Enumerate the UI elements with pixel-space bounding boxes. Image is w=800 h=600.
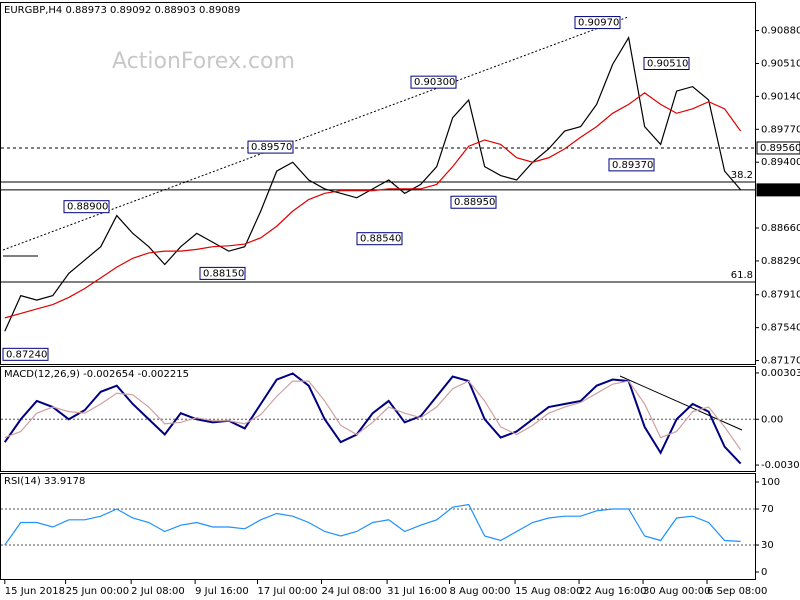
y-tick-label: 0 xyxy=(761,567,767,578)
annotation-label: 0.87240 xyxy=(6,349,47,360)
series-line xyxy=(4,92,742,319)
watermark: ActionForex.com xyxy=(112,49,295,74)
annotation-label: 0.90300 xyxy=(414,77,455,88)
x-tick-label: 9 Jul 16:00 xyxy=(195,586,249,597)
y-tick-label: 0.88290 xyxy=(761,256,800,267)
series-line xyxy=(4,36,742,332)
annotation-box xyxy=(356,232,403,246)
x-tick-label: 24 Jul 08:00 xyxy=(322,586,382,597)
y-tick-label: 0.00 xyxy=(761,414,783,425)
x-tick-label: 15 Jun 2018 xyxy=(5,586,65,597)
y-tick-label: 0.90880 xyxy=(761,26,800,37)
series-line xyxy=(3,372,742,465)
x-tick-label: 8 Aug 00:00 xyxy=(449,586,510,597)
price-box xyxy=(756,183,800,197)
annotation-box xyxy=(450,195,497,209)
annotation-box xyxy=(608,158,655,172)
x-tick-label: 17 Jul 00:00 xyxy=(258,586,318,597)
series-line xyxy=(4,503,741,546)
annotation-label: 0.88150 xyxy=(203,268,244,279)
panel-frame xyxy=(0,2,756,365)
y-tick-label: 0.89400 xyxy=(761,157,800,168)
annotation-label: 0.89570 xyxy=(251,142,292,153)
y-tick-label: 0.87170 xyxy=(761,356,800,367)
x-tick-label: 2 Jul 08:00 xyxy=(131,586,185,597)
annotation-box xyxy=(247,140,294,154)
x-tick-label: 31 Jul 16:00 xyxy=(387,586,447,597)
annotation-box xyxy=(410,75,457,89)
annotation-box xyxy=(2,347,49,361)
series-line xyxy=(4,380,742,451)
y-tick-label: -0.003001 xyxy=(761,460,800,471)
y-tick-label: 30 xyxy=(761,540,774,551)
x-tick-label: 6 Sep 08:00 xyxy=(707,586,767,597)
annotation-box xyxy=(199,266,246,280)
panel-title: MACD(12,26,9) -0.002654 -0.002215 xyxy=(4,369,189,380)
annotation-label: 0.88900 xyxy=(67,202,108,213)
y-tick-label: 100 xyxy=(761,477,780,488)
annotation-label: 0.88950 xyxy=(454,197,495,208)
annotation-label: 0.89370 xyxy=(612,160,653,171)
annotation-label: 0.90970 xyxy=(578,18,619,29)
annotation-label: 0.90510 xyxy=(647,58,688,69)
y-tick-label: 0.88660 xyxy=(761,223,800,234)
panel-title: RSI(14) 33.9178 xyxy=(4,476,85,487)
annotation-label: 0.88540 xyxy=(360,234,401,245)
trend-line xyxy=(2,16,629,251)
y-tick-label: 0.003034 xyxy=(761,368,800,379)
y-tick-label: 0.89770 xyxy=(761,124,800,135)
y-tick-label: 0.87910 xyxy=(761,290,800,301)
panel-title: EURGBP,H4 0.88973 0.89092 0.88903 0.8908… xyxy=(4,5,240,16)
x-tick-label: 25 Jun 00:00 xyxy=(66,586,130,597)
fib-label: 61.8 xyxy=(731,270,753,281)
y-tick-label: 0.90510 xyxy=(761,58,800,69)
annotation-box xyxy=(63,200,110,214)
annotation-box xyxy=(574,16,621,30)
x-tick-label: 30 Aug 00:00 xyxy=(643,586,710,597)
y-tick-label: 0.90140 xyxy=(761,91,800,102)
x-tick-label: 22 Aug 16:00 xyxy=(579,586,646,597)
y-tick-label: 0.87540 xyxy=(761,323,800,334)
annotation-box xyxy=(643,56,690,70)
y-tick-label: 70 xyxy=(761,504,774,515)
fib-label: 38.2 xyxy=(731,170,753,181)
macd-trend-line xyxy=(619,375,743,431)
panel-frame xyxy=(0,473,756,580)
price-label: 0.89089 xyxy=(760,185,800,196)
price-box xyxy=(756,141,800,155)
price-label: 0.89560 xyxy=(760,143,800,154)
x-tick-label: 15 Aug 08:00 xyxy=(515,586,582,597)
